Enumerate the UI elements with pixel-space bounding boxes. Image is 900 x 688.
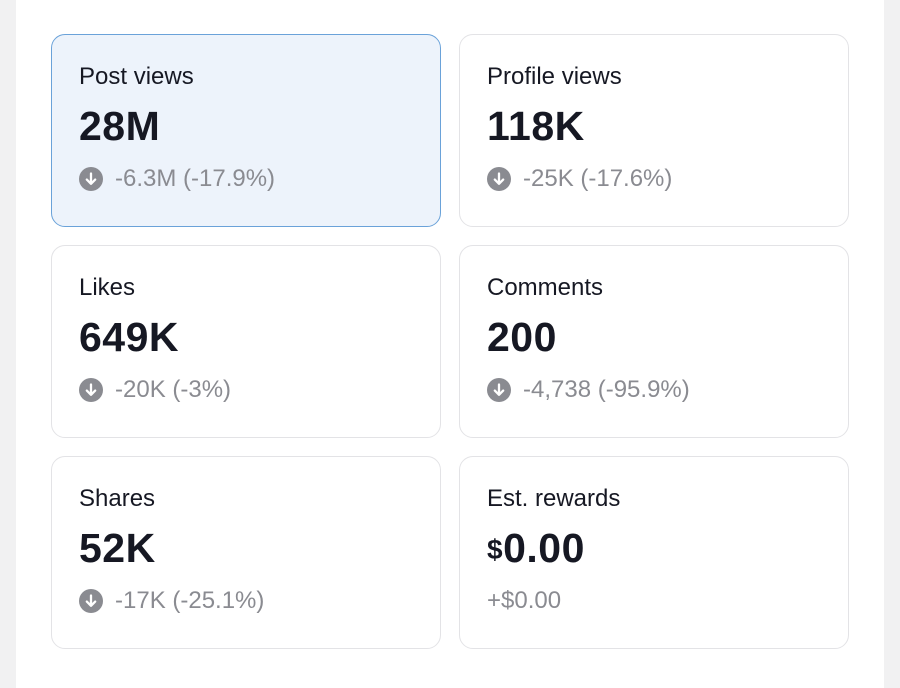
arrow-down-circle-icon — [79, 378, 103, 402]
metric-card-post-views[interactable]: Post views 28M -6.3M (-17.9%) — [51, 34, 441, 227]
metric-value: 649K — [79, 314, 180, 360]
metrics-grid: Post views 28M -6.3M (-17.9%) Profile vi… — [51, 34, 849, 649]
currency-symbol: $ — [487, 534, 504, 565]
metric-value-amount: 0.00 — [503, 525, 585, 571]
metric-change-text: -20K (-3%) — [115, 376, 232, 403]
metric-label: Comments — [487, 274, 604, 301]
metric-change: -20K (-3%) — [79, 376, 414, 404]
arrow-down-circle-icon — [487, 378, 511, 402]
metric-card-shares[interactable]: Shares 52K -17K (-25.1%) — [51, 456, 441, 649]
metric-value: 118K — [487, 103, 585, 149]
metric-change-text: -4,738 (-95.9%) — [523, 376, 690, 403]
metric-change-text: -25K (-17.6%) — [523, 165, 673, 192]
metric-label: Post views — [79, 63, 194, 90]
metric-label: Profile views — [487, 63, 622, 90]
arrow-down-circle-icon — [79, 589, 103, 613]
metric-label: Likes — [79, 274, 136, 301]
metric-change: -6.3M (-17.9%) — [79, 165, 414, 193]
metric-change-text: -17K (-25.1%) — [115, 587, 265, 614]
metric-card-est-rewards[interactable]: Est. rewards $0.00 +$0.00 — [459, 456, 849, 649]
metric-label: Est. rewards — [487, 485, 621, 512]
metric-change-text: +$0.00 — [487, 587, 562, 614]
metric-value: $0.00 — [487, 525, 822, 571]
metric-change: -25K (-17.6%) — [487, 165, 822, 193]
metric-card-profile-views[interactable]: Profile views 118K -25K (-17.6%) — [459, 34, 849, 227]
arrow-down-circle-icon — [487, 167, 511, 191]
metric-value: 52K — [79, 525, 156, 571]
analytics-panel: Post views 28M -6.3M (-17.9%) Profile vi… — [16, 0, 884, 688]
metric-change: -17K (-25.1%) — [79, 587, 414, 615]
metric-card-comments[interactable]: Comments 200 -4,738 (-95.9%) — [459, 245, 849, 438]
metric-value: 200 — [487, 314, 557, 360]
metric-change-text: -6.3M (-17.9%) — [115, 165, 276, 192]
metric-change: -4,738 (-95.9%) — [487, 376, 822, 404]
metric-change: +$0.00 — [487, 587, 822, 615]
metric-card-likes[interactable]: Likes 649K -20K (-3%) — [51, 245, 441, 438]
arrow-down-circle-icon — [79, 167, 103, 191]
metric-label: Shares — [79, 485, 156, 512]
metric-value: 28M — [79, 103, 161, 149]
